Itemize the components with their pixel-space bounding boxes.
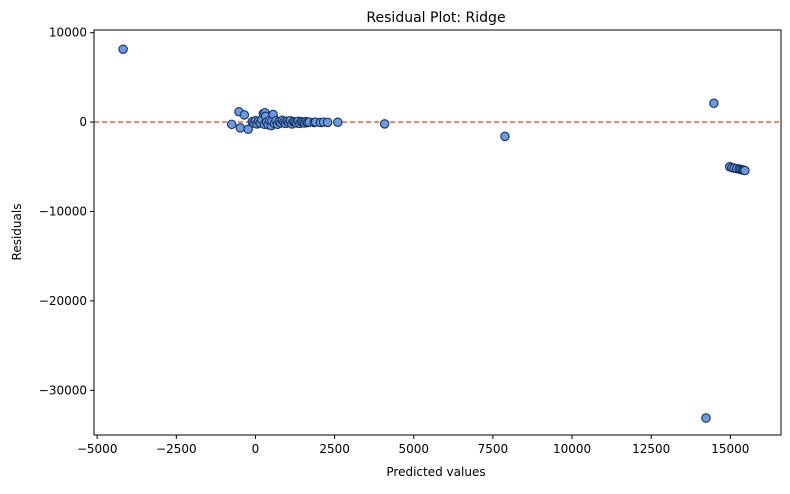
scatter-point (701, 413, 711, 423)
scatter-point (226, 119, 237, 130)
x-axis: −5000 −2500 0 2500 5000 7500 10000 12500 15000 (77, 435, 749, 456)
y-tick-label: −10000 (39, 204, 87, 218)
x-tick-label: 10000 (553, 442, 591, 456)
x-tick-label: −2500 (156, 442, 197, 456)
x-tick-label: 0 (252, 442, 260, 456)
scatter-point (235, 123, 246, 133)
x-tick-label: 2500 (319, 442, 350, 456)
x-tick-label: 5000 (398, 442, 429, 456)
y-tick-label: 0 (79, 115, 87, 129)
y-axis-label: Residuals (10, 204, 24, 261)
scatter-point (239, 110, 250, 120)
scatter-point (740, 165, 750, 176)
y-tick-label: −30000 (39, 383, 87, 397)
x-axis-label: Predicted values (386, 465, 485, 479)
scatter-point (243, 124, 253, 134)
scatter-point (500, 131, 510, 142)
plot-frame (93, 29, 782, 436)
y-tick-label: 10000 (49, 26, 87, 40)
y-tick-label: −20000 (39, 294, 87, 308)
scatter-point (333, 117, 343, 128)
x-tick-label: 12500 (632, 442, 670, 456)
scatter-point (379, 119, 390, 129)
x-tick-label: −5000 (77, 442, 118, 456)
x-tick-label: 15000 (711, 442, 749, 456)
scatter-point (709, 98, 719, 109)
scatter-point (118, 44, 128, 54)
chart-title: Residual Plot: Ridge (366, 10, 505, 26)
y-axis: 10000 0 −10000 −20000 −30000 (39, 26, 94, 397)
plot-area (94, 44, 781, 423)
scatter-point (322, 117, 333, 128)
x-tick-label: 7500 (478, 442, 509, 456)
